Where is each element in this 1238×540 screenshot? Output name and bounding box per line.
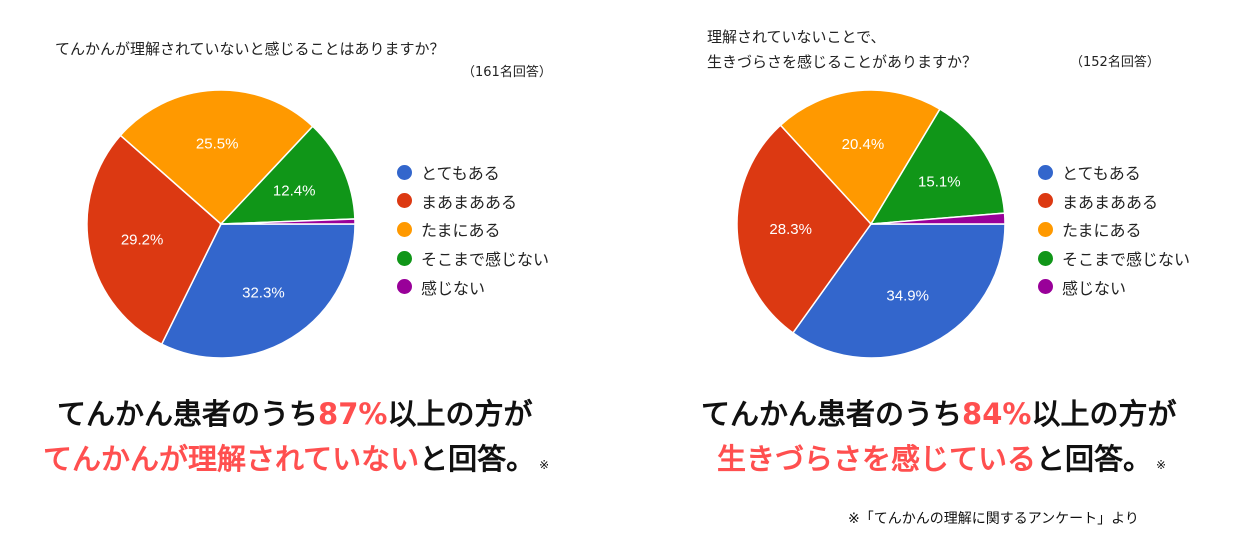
summary-text: と回答。 <box>1036 442 1153 476</box>
pie-slice-very-often <box>160 223 356 359</box>
pie-slice-sometimes <box>119 89 314 226</box>
chart-title-line-1: 理解されていないことで、 <box>707 28 886 46</box>
summary-text: てんかん患者のうち <box>701 397 963 431</box>
legend-item-sometimes: たまにある <box>1038 215 1190 244</box>
legend-item-not-much: そこまで感じない <box>397 244 549 273</box>
legend-swatch <box>397 250 412 266</box>
pie-slice-fairly-often <box>86 134 222 346</box>
chart-legend: とてもあるまあまあある たまにあるそこまで感じない 感じない <box>397 158 549 301</box>
chart-respondent-count: （161名回答） <box>462 65 552 80</box>
legend-swatch <box>397 164 412 180</box>
reference-mark: ※ <box>1156 458 1167 472</box>
chart-legend: とてもあるまあまあある たまにあるそこまで感じない 感じない <box>1038 158 1190 301</box>
chart-panel-right: 理解されていないことで、 生きづらさを感じることがありますか？ （152名回答）… <box>619 0 1238 540</box>
legend-item-very-often: とてもある <box>397 158 549 187</box>
chart-title: てんかんが理解されていないと感じることはありますか？ <box>55 40 445 58</box>
legend-swatch <box>397 193 412 209</box>
chart-panel-left: てんかんが理解されていないと感じることはありますか？ （161名回答） 32.3… <box>43 40 552 484</box>
slice-label-not-much: 15.1% <box>918 174 961 191</box>
pie-slice-never <box>870 212 1006 225</box>
legend-label: そこまで感じない <box>1062 250 1191 270</box>
summary-line-1: てんかん患者のうち84%以上の方が <box>701 395 1176 433</box>
legend-item-sometimes: たまにある <box>397 215 549 244</box>
legend-item-fairly-often: まあまあある <box>397 187 549 216</box>
summary-line-1: てんかん患者のうち87%以上の方が <box>57 395 532 433</box>
summary-percent: 87% <box>318 397 388 431</box>
pie-slice-never <box>220 218 356 225</box>
summary-text: てんかん患者のうち <box>57 397 319 431</box>
legend-swatch <box>1038 193 1053 209</box>
slice-label-sometimes: 20.4% <box>842 136 885 153</box>
legend-label: まあまあある <box>1062 192 1159 212</box>
legend-label: たまにある <box>421 221 501 241</box>
slice-label-fairly-often: 28.3% <box>769 221 812 238</box>
pie-slice-not-much <box>219 125 356 225</box>
footnote-text: ※「てんかんの理解に関するアンケート」より <box>848 511 1139 527</box>
legend-item-fairly-often: まあまあある <box>1038 187 1190 216</box>
legend-label: たまにある <box>1062 221 1142 241</box>
summary-highlight: てんかんが理解されていない <box>43 442 420 476</box>
summary-line-2: てんかんが理解されていないと回答。 ※ <box>43 440 549 484</box>
summary-line-2: 生きづらさを感じていると回答。 ※ <box>717 440 1166 484</box>
legend-label: 感じない <box>421 278 486 298</box>
slice-label-not-much: 12.4% <box>273 183 316 200</box>
summary-text: と回答。 <box>419 442 536 476</box>
legend-item-never: 感じない <box>1038 272 1190 301</box>
slice-label-sometimes: 25.5% <box>196 136 239 153</box>
slice-label-very-often: 34.9% <box>886 288 929 305</box>
pie-chart: 34.9% 28.3% 20.4% 15.1% <box>736 89 1006 359</box>
legend-label: そこまで感じない <box>421 250 550 270</box>
legend-swatch <box>397 279 412 295</box>
pie-slice-fairly-often <box>736 124 872 334</box>
legend-label: 感じない <box>1062 278 1127 298</box>
summary-text: 以上の方が <box>1031 397 1177 431</box>
pie-slice-sometimes <box>779 89 941 226</box>
legend-swatch <box>397 221 412 237</box>
source-footnote: ※「てんかんの理解に関するアンケート」より <box>848 508 1139 528</box>
slice-label-fairly-often: 29.2% <box>121 232 164 249</box>
chart-respondent-count: （152名回答） <box>1070 55 1160 70</box>
pie-slice-very-often <box>791 223 1006 359</box>
chart-title-line-2: 生きづらさを感じることがありますか？ <box>707 53 978 71</box>
pie-chart: 32.3% 29.2% 25.5% 12.4% <box>86 89 356 359</box>
legend-swatch <box>1038 250 1053 266</box>
legend-swatch <box>1038 221 1053 237</box>
reference-mark: ※ <box>539 458 550 472</box>
legend-label: とてもある <box>421 164 500 184</box>
slice-label-very-often: 32.3% <box>242 284 285 301</box>
legend-item-never: 感じない <box>397 272 549 301</box>
legend-item-very-often: とてもある <box>1038 158 1190 187</box>
legend-swatch <box>1038 164 1053 180</box>
legend-swatch <box>1038 279 1053 295</box>
legend-label: まあまあある <box>421 192 518 212</box>
legend-item-not-much: そこまで感じない <box>1038 244 1190 273</box>
pie-slice-not-much <box>869 108 1006 225</box>
summary-text: 以上の方が <box>387 397 533 431</box>
summary-highlight: 生きづらさを感じている <box>717 442 1037 476</box>
legend-label: とてもある <box>1062 164 1141 184</box>
summary-percent: 84% <box>962 397 1032 431</box>
